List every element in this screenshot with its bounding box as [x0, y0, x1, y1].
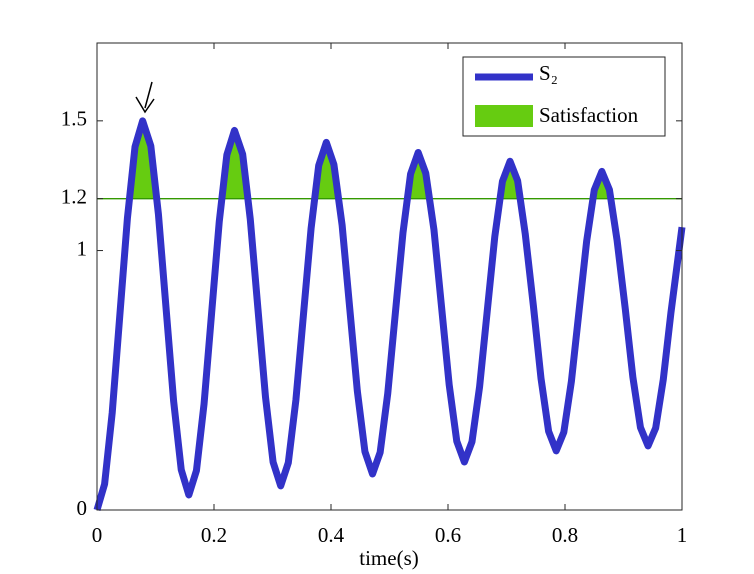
- series-line: [93, 117, 686, 511]
- x-tick-label: 1: [677, 523, 688, 547]
- legend-label: Satisfaction: [539, 103, 639, 127]
- x-tick-label: 0.4: [318, 523, 345, 547]
- x-axis-label: time(s): [359, 546, 418, 570]
- peak-arrow: [135, 81, 155, 114]
- axes-box: [96, 42, 683, 511]
- x-tick-label: 0.8: [552, 523, 578, 547]
- legend-label: S₂: [539, 61, 558, 85]
- x-tick-label: 0.2: [201, 523, 227, 547]
- satisfaction-area: [129, 120, 611, 199]
- x-tick-label: 0: [92, 523, 103, 547]
- legend-label-text: S₂: [539, 61, 558, 85]
- y-tick-label: 1.5: [61, 107, 87, 131]
- x-tick-label: 0.6: [435, 523, 461, 547]
- y-tick-label: 0: [77, 496, 88, 520]
- y-tick-label: 1.2: [61, 184, 87, 208]
- y-tick-label: 1: [77, 236, 88, 260]
- legend-swatch: [475, 105, 533, 127]
